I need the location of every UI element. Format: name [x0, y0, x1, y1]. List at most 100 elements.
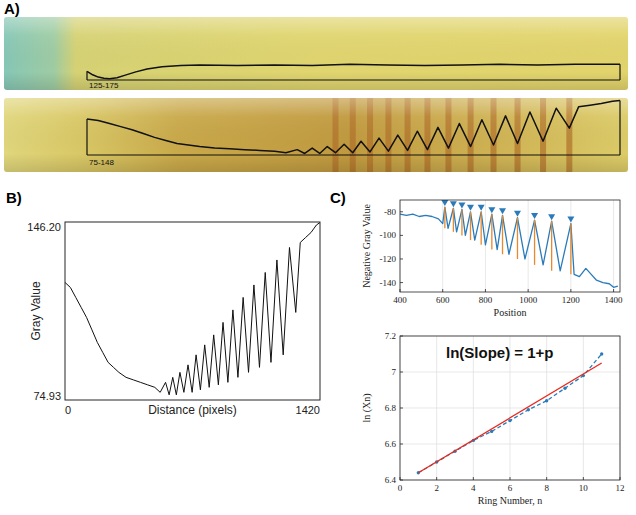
y-tick-label: 7.2 [385, 331, 396, 341]
annotation: ln(Slope) = 1+p [446, 344, 554, 361]
tick-mark [620, 477, 621, 480]
y-tick-label: -100 [380, 230, 397, 240]
panel-label: A) [4, 0, 20, 17]
panel-label: B) [6, 189, 22, 206]
y-axis-title: Negative Gray Value [361, 204, 372, 288]
x-tick-label: 10 [579, 483, 589, 493]
x-tick-label: 1200 [562, 295, 581, 305]
x-tick-label: 8 [544, 483, 549, 493]
y-axis-title: ln (Xn) [361, 393, 373, 422]
profile-baseline [87, 154, 620, 155]
point-marker [545, 399, 548, 402]
prominence-line [534, 220, 535, 265]
tube [4, 98, 628, 172]
tick-mark [436, 477, 437, 480]
tick-mark [510, 477, 511, 480]
tick-mark [528, 289, 529, 292]
prominence-line [551, 221, 552, 271]
prominence-line [481, 212, 482, 245]
x-tick-label: 6 [508, 483, 513, 493]
figure: 125-175A)75-1480142074.93146.20Distance … [0, 0, 636, 515]
tube-panel: 125-175 [4, 17, 628, 90]
peak-marker [441, 200, 448, 206]
tick-mark [400, 336, 403, 337]
plot-data [87, 101, 620, 154]
x-axis-title: Ring Number, n [478, 495, 542, 506]
grid-line [570, 200, 571, 292]
profile-range: 125-175 [89, 81, 119, 90]
grid-line [613, 200, 614, 292]
x-tick-label: 1000 [519, 295, 538, 305]
plot-background [400, 336, 620, 480]
tick-mark [583, 477, 584, 480]
grid-line [400, 444, 620, 445]
chart-panel: 0246810126.46.66.877.2Ring Number, nln (… [361, 331, 625, 506]
y-tick-label: -120 [380, 254, 397, 264]
profile-baseline [87, 79, 620, 80]
tick-mark [613, 289, 614, 292]
peak-marker [488, 207, 495, 213]
tick-mark [400, 372, 403, 373]
peak-marker [478, 205, 485, 211]
data-line [418, 363, 601, 473]
peak-marker [567, 217, 574, 223]
tube [4, 17, 628, 90]
plot-frame [65, 222, 320, 400]
point-marker [527, 408, 530, 411]
peak-marker [548, 214, 555, 220]
x-tick-label: 400 [393, 295, 407, 305]
prominence-line [491, 214, 492, 249]
plot-data [65, 223, 320, 395]
x-tick-label: 1420 [296, 404, 320, 416]
data-line [400, 207, 618, 287]
profile-edge [86, 119, 87, 155]
peak-marker [514, 211, 521, 217]
panel-label: C) [330, 189, 346, 206]
tick-mark [546, 477, 547, 480]
data-line [418, 354, 601, 473]
prominence-line [570, 224, 571, 275]
tick-mark [400, 444, 403, 445]
y-tick-label: -140 [380, 278, 397, 288]
y-tick-label: 74.93 [33, 390, 61, 402]
plot-frame [400, 336, 620, 480]
peak-marker [467, 205, 474, 211]
tick-mark [400, 258, 403, 259]
prominence-line [470, 212, 471, 240]
grid-line [485, 200, 486, 292]
tick-mark [400, 235, 403, 236]
prominence-line [517, 218, 518, 259]
y-tick-label: -80 [384, 207, 396, 217]
y-axis-title: Gray Value [29, 281, 43, 340]
plot-background [400, 200, 620, 292]
tick-mark [485, 289, 486, 292]
profile-range: 75-148 [89, 158, 114, 167]
x-tick-label: 800 [479, 295, 493, 305]
tick-mark [442, 289, 443, 292]
prominence-line [453, 208, 454, 232]
x-axis-title: Distance (pixels) [148, 403, 237, 417]
tick-mark [473, 477, 474, 480]
plot-data [87, 64, 620, 79]
plot-frame [400, 200, 620, 292]
profile-edge [619, 101, 620, 155]
tick-mark [400, 211, 403, 212]
profile-edge [86, 71, 87, 80]
tube-shading [4, 98, 628, 172]
x-tick-label: 12 [616, 483, 625, 493]
tick-mark [570, 289, 571, 292]
data-line [87, 64, 620, 79]
tick-mark [400, 282, 403, 283]
tick-mark [400, 477, 401, 480]
point-marker [563, 387, 566, 390]
grid-line [400, 408, 620, 409]
y-tick-label: 6.8 [385, 403, 397, 413]
x-tick-label: 2 [434, 483, 439, 493]
peak-marker [499, 208, 506, 214]
peak-marker [458, 202, 465, 208]
chart-panel: 0142074.93146.20Distance (pixels)Gray Va… [27, 221, 320, 417]
prominence-line [502, 215, 503, 254]
y-tick-label: 7 [392, 367, 397, 377]
y-tick-label: 6.4 [385, 475, 397, 485]
plot-data [400, 200, 618, 287]
